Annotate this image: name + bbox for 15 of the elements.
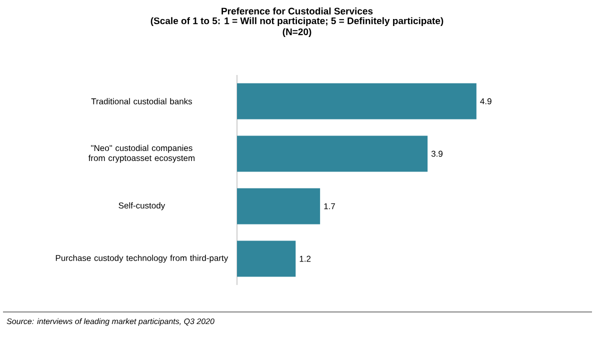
source-note: Source: interviews of leading market participants, Q3 2020 bbox=[6, 318, 214, 326]
y-tick-label: "Neo" custodial companies from cryptoasset ecosystem bbox=[88, 144, 195, 163]
bar bbox=[237, 83, 476, 120]
data-label: 4.9 bbox=[480, 98, 492, 104]
chart-title: Preference for Custodial Services bbox=[222, 8, 373, 14]
data-label: 1.2 bbox=[300, 256, 311, 262]
bar bbox=[237, 136, 428, 172]
data-label: 3.9 bbox=[431, 150, 443, 157]
y-tick-label: Traditional custodial banks bbox=[91, 98, 192, 104]
y-tick-label: Self-custody bbox=[118, 202, 166, 210]
bar bbox=[237, 240, 296, 277]
data-label: 1.7 bbox=[324, 203, 335, 210]
bar bbox=[237, 188, 320, 224]
chart-subtitle: (Scale of 1 to 5: 1 = Will not participate; 5 = Definitely participate) (N=20) bbox=[150, 17, 444, 38]
y-tick-label: Purchase custody technology from third-party bbox=[56, 254, 228, 263]
